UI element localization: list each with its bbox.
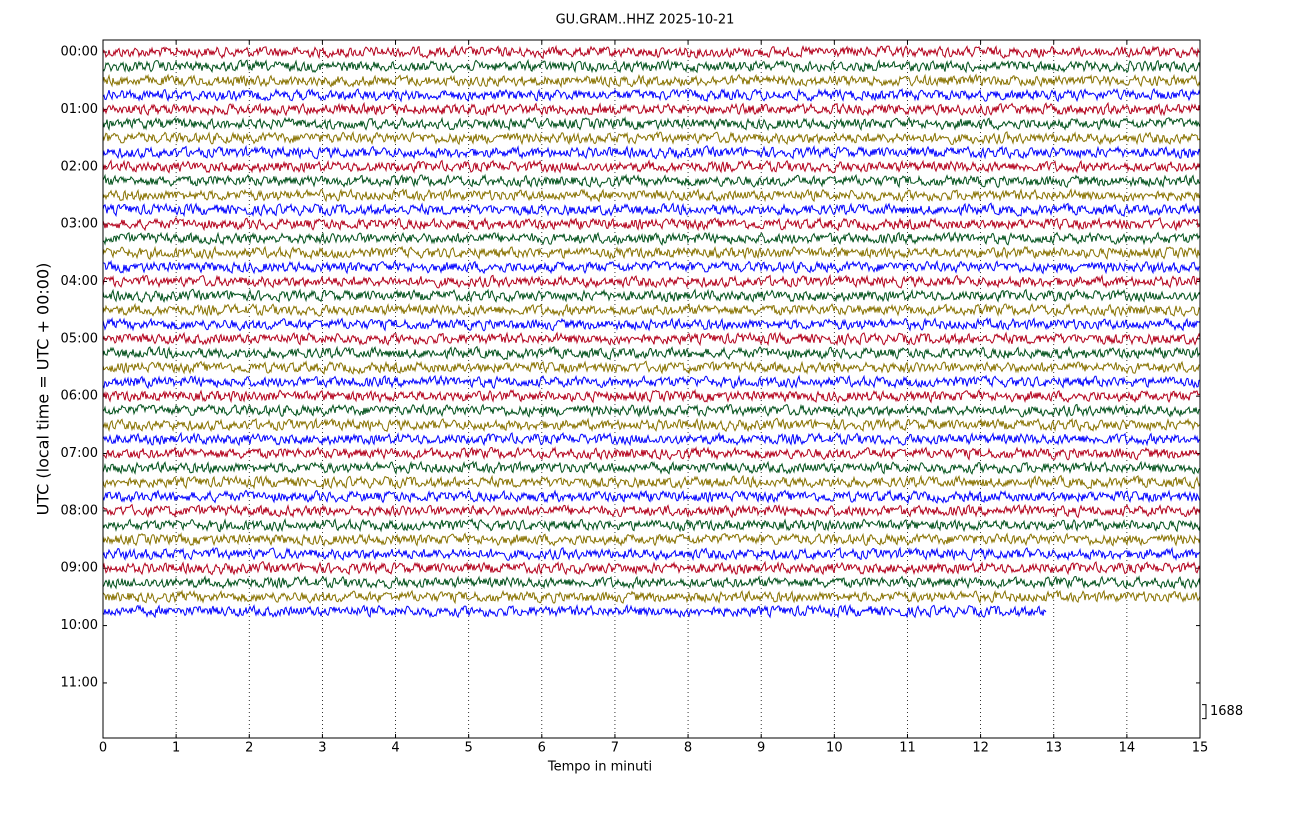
trace — [102, 116, 1201, 132]
trace — [102, 517, 1201, 533]
trace — [102, 101, 1201, 117]
trace — [102, 317, 1201, 332]
trace — [102, 460, 1201, 475]
y-tick-label: 03:00 — [61, 217, 98, 232]
y-tick-label: 10:00 — [61, 618, 98, 633]
x-axis-label: Tempo in minuti — [547, 760, 652, 775]
x-tick-label: 0 — [99, 741, 107, 756]
trace — [102, 202, 1201, 218]
y-tick-label: 02:00 — [61, 159, 98, 174]
scale-label: 1688 — [1210, 704, 1243, 719]
trace — [102, 259, 1200, 275]
trace — [102, 216, 1201, 232]
trace — [102, 188, 1201, 203]
x-tick-label: 12 — [972, 741, 989, 756]
x-tick-label: 2 — [245, 741, 253, 756]
trace — [102, 603, 1047, 619]
scale-bracket — [1202, 704, 1207, 720]
x-tick-label: 7 — [611, 741, 619, 756]
chart-title: GU.GRAM..HHZ 2025-10-21 — [556, 13, 735, 28]
trace — [102, 173, 1201, 189]
trace — [102, 87, 1201, 103]
trace — [102, 431, 1201, 447]
trace — [102, 374, 1201, 390]
trace — [102, 560, 1201, 576]
x-tick-label: 14 — [1119, 741, 1136, 756]
x-tick-label: 11 — [899, 741, 916, 756]
x-tick-label: 9 — [757, 741, 765, 756]
y-tick-label: 01:00 — [61, 102, 98, 117]
trace — [102, 446, 1201, 461]
y-tick-label: 11:00 — [61, 675, 98, 690]
trace — [102, 575, 1201, 590]
x-tick-label: 6 — [538, 741, 546, 756]
y-tick-label: 05:00 — [61, 331, 98, 346]
y-tick-label: 07:00 — [61, 446, 98, 461]
trace — [102, 231, 1201, 246]
y-tick-label: 08:00 — [61, 503, 98, 518]
x-tick-label: 10 — [826, 741, 843, 756]
plot-frame — [102, 39, 1201, 739]
trace — [102, 130, 1201, 146]
trace — [102, 532, 1201, 547]
trace — [102, 274, 1201, 289]
trace — [102, 159, 1201, 174]
x-tick-label: 8 — [684, 741, 692, 756]
x-tick-label: 15 — [1192, 741, 1209, 756]
y-tick-label: 06:00 — [61, 389, 98, 404]
x-tick-label: 5 — [465, 741, 473, 756]
trace — [102, 58, 1201, 74]
trace — [102, 403, 1201, 418]
trace — [102, 589, 1201, 605]
y-tick-label: 04:00 — [61, 274, 98, 289]
trace — [102, 245, 1201, 261]
trace — [102, 546, 1201, 562]
y-axis-label: UTC (local time = UTC + 00:00) — [34, 263, 53, 516]
x-tick-label: 13 — [1045, 741, 1062, 756]
trace — [102, 388, 1201, 404]
x-tick-label: 4 — [391, 741, 399, 756]
trace — [102, 145, 1201, 160]
y-tick-label: 00:00 — [61, 45, 98, 60]
trace — [102, 331, 1201, 347]
x-tick-label: 3 — [318, 741, 326, 756]
trace — [102, 73, 1201, 89]
trace — [102, 474, 1201, 490]
trace — [102, 360, 1201, 375]
trace — [102, 302, 1201, 318]
trace — [102, 288, 1201, 303]
trace — [102, 44, 1201, 60]
x-tick-label: 1 — [172, 741, 180, 756]
trace — [102, 345, 1201, 361]
trace — [102, 489, 1201, 504]
y-tick-label: 09:00 — [61, 561, 98, 576]
trace — [102, 417, 1201, 433]
trace — [102, 503, 1201, 519]
